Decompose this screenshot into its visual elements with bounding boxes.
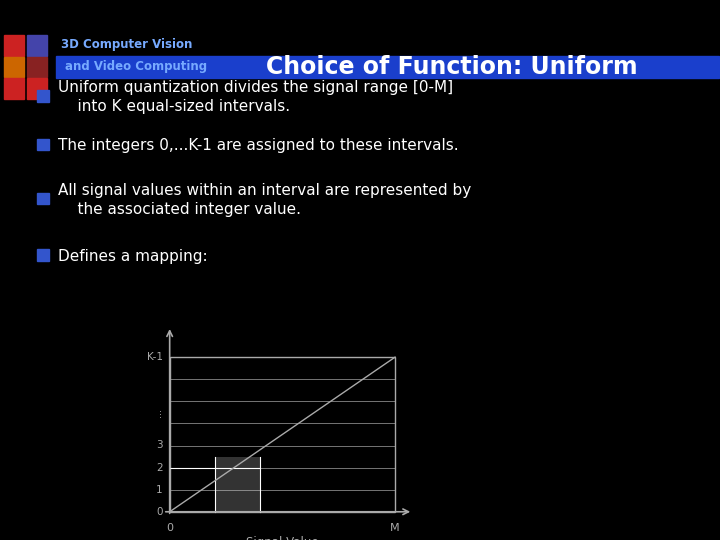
Text: and Video Computing: and Video Computing <box>65 60 207 73</box>
Text: 3D Computer Vision: 3D Computer Vision <box>61 38 192 51</box>
Text: 2: 2 <box>156 463 163 472</box>
Text: ...: ... <box>153 408 163 417</box>
Text: 3: 3 <box>156 441 163 450</box>
Text: Signal Value: Signal Value <box>246 536 319 540</box>
Text: Choice of Function: Uniform: Choice of Function: Uniform <box>266 55 638 79</box>
Text: 0: 0 <box>166 523 174 533</box>
Text: All signal values within an interval are represented by
    the associated integ: All signal values within an interval are… <box>58 183 471 217</box>
Text: 1: 1 <box>156 485 163 495</box>
Text: M: M <box>390 523 400 533</box>
Text: Uniform quantization divides the signal range [0-M]
    into K equal-sized inter: Uniform quantization divides the signal … <box>58 80 453 114</box>
Bar <box>215 456 260 512</box>
Text: Defines a mapping:: Defines a mapping: <box>58 249 207 264</box>
Text: 0: 0 <box>156 507 163 517</box>
Text: The integers 0,...K-1 are assigned to these intervals.: The integers 0,...K-1 are assigned to th… <box>58 138 458 153</box>
Bar <box>170 357 395 512</box>
Text: K-1: K-1 <box>147 352 163 362</box>
